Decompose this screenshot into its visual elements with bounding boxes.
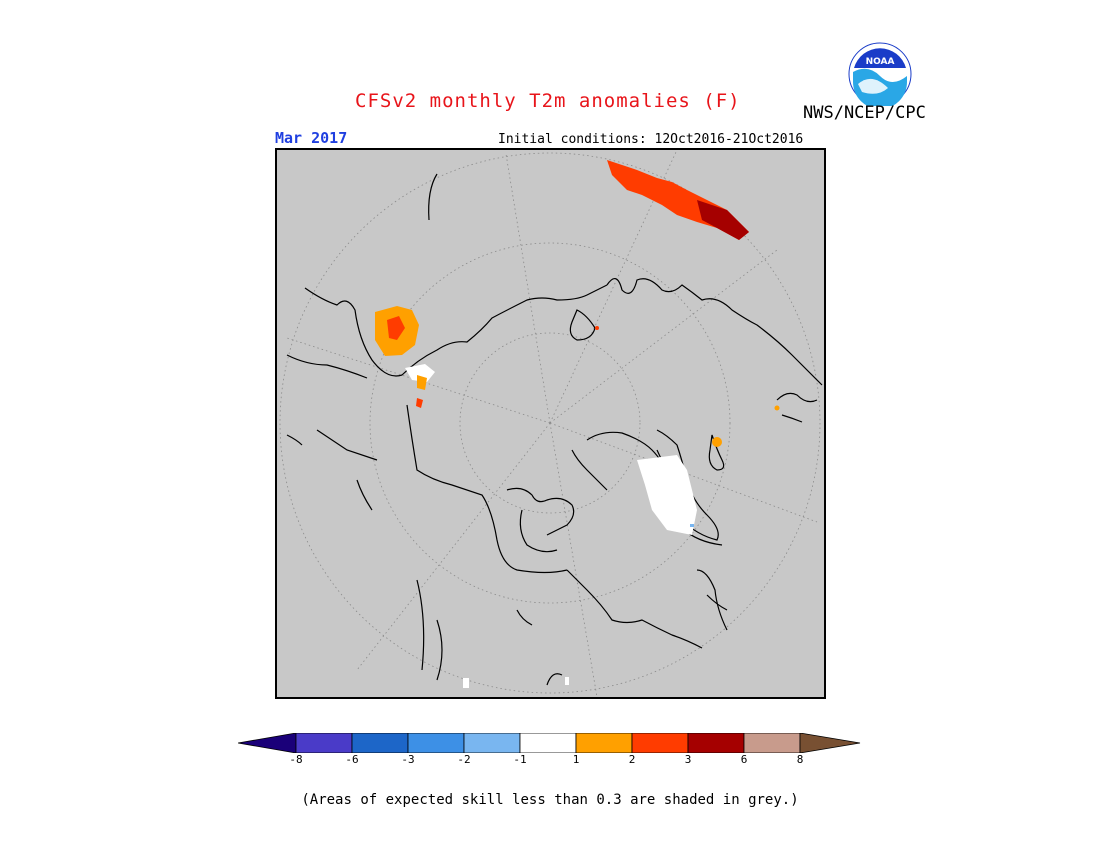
tick-label: -2 — [457, 753, 471, 766]
logo-text: NOAA — [866, 57, 895, 67]
initial-conditions: Initial conditions: 12Oct2016-21Oct2016 — [498, 132, 804, 147]
colorbar — [237, 732, 862, 757]
tick-label: -6 — [345, 753, 359, 766]
graticule — [279, 150, 821, 697]
chart-title: CFSv2 monthly T2m anomalies (F) — [355, 90, 741, 112]
polar-map — [275, 148, 826, 699]
anomaly-shading — [375, 160, 780, 688]
tick-label: -3 — [401, 753, 415, 766]
tick-label: 8 — [796, 753, 804, 766]
colorbar-arrow-left — [237, 732, 297, 754]
colorbar-bins — [295, 732, 801, 754]
tick-label: 3 — [684, 753, 692, 766]
forecast-month: Mar 2017 — [275, 129, 348, 147]
tick-label: 1 — [572, 753, 580, 766]
tick-label: -8 — [289, 753, 303, 766]
agency-label: NWS/NCEP/CPC — [803, 103, 926, 123]
skill-footnote: (Areas of expected skill less than 0.3 a… — [301, 792, 799, 808]
coastlines — [286, 173, 823, 686]
tick-label: -1 — [513, 753, 527, 766]
colorbar-arrow-right — [799, 732, 861, 754]
greenland-shading — [637, 455, 697, 535]
tick-label: 2 — [628, 753, 636, 766]
noaa-logo: NOAA — [848, 42, 912, 110]
tick-label: 6 — [740, 753, 748, 766]
